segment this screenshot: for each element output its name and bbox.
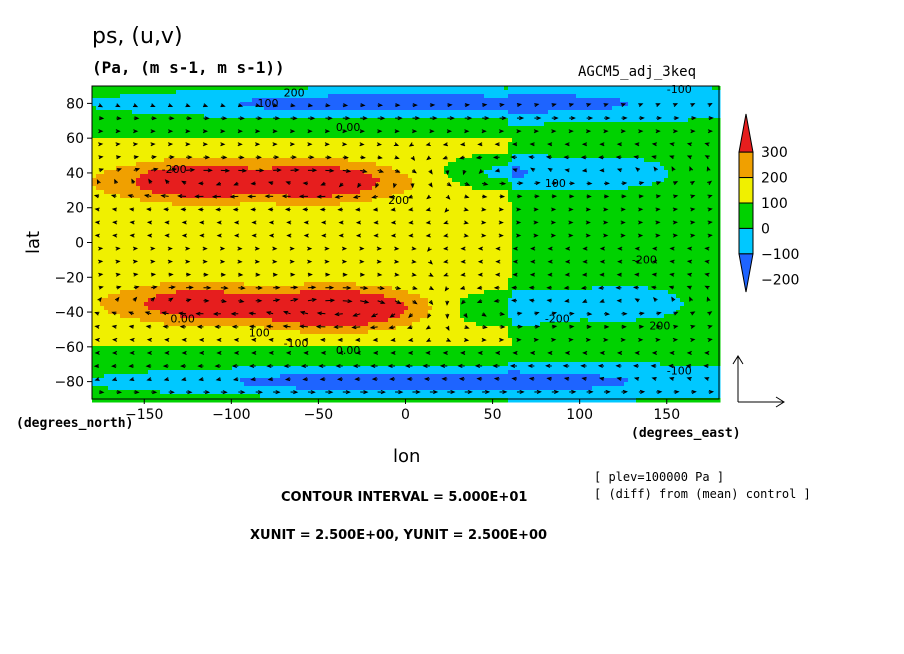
colorbar-label: −100 (761, 247, 799, 263)
x-axis-label: lon (393, 446, 421, 467)
wind-vectors (93, 103, 715, 395)
chart-subtitle: (Pa, (m s-1, m s-1)) (92, 58, 285, 77)
y-units-label: (degrees_north) (16, 416, 134, 431)
contour-label: 200 (388, 194, 409, 207)
colorbar-top-triangle (738, 113, 754, 153)
y-tick-label: 60 (66, 131, 84, 147)
contour-label: 0.00 (336, 121, 361, 134)
reference-vector (732, 355, 785, 408)
colorbar-label: 0 (761, 221, 770, 237)
contour-label: -200 (632, 253, 657, 266)
y-tick-label: −60 (54, 340, 84, 356)
contour-label: 200 (649, 319, 670, 332)
colorbar-label: 300 (761, 145, 788, 161)
colorbar-segment (738, 227, 754, 255)
contour-label: -200 (162, 163, 187, 176)
x-tick-label: 100 (566, 407, 593, 423)
y-tick-label: 40 (66, 166, 84, 182)
y-tick-label: 80 (66, 96, 84, 112)
units-text: XUNIT = 2.500E+00, YUNIT = 2.500E+00 (250, 528, 548, 543)
x-tick-label: −100 (212, 407, 250, 423)
field-layer (92, 86, 721, 403)
x-tick-label: −50 (304, 407, 334, 423)
chart-title: ps, (u,v) (92, 24, 183, 49)
y-tick-label: −80 (54, 375, 84, 391)
x-tick-label: 0 (401, 407, 410, 423)
y-axis-label: lat (23, 230, 45, 255)
contour-label: 200 (284, 86, 305, 99)
colorbar-label: 100 (761, 196, 788, 212)
colorbar-segment (738, 202, 754, 229)
contour-label: 100 (545, 177, 566, 190)
diff-annotation: [ (diff) from (mean) control ] (594, 487, 811, 501)
x-tick-label: 150 (653, 407, 680, 423)
plev-annotation: [ plev=100000 Pa ] (594, 470, 725, 484)
colorbar-label: −200 (761, 272, 799, 288)
contour-labels: 200 100 0.00 -100 -200 200 100 0.00 -100 -200 200 1… (162, 83, 692, 378)
colorbar-segment (738, 177, 754, 204)
contour-label: -100 (667, 83, 692, 96)
contour-label: -100 (284, 337, 309, 350)
contour-label: 100 (249, 326, 270, 339)
x-units-label: (degrees_east) (631, 426, 741, 441)
contour-label: 100 (257, 97, 278, 110)
y-tick-label: −20 (54, 270, 84, 286)
contour-label: 0.00 (170, 312, 195, 325)
contour-label: 0.00 (336, 344, 361, 357)
experiment-label: AGCM5_adj_3keq (578, 64, 697, 80)
y-tick-label: 20 (66, 201, 84, 217)
colorbar-bottom-triangle (738, 253, 754, 293)
y-tick-label: 0 (75, 236, 84, 252)
colorbar-segment (738, 151, 754, 179)
contour-interval-text: CONTOUR INTERVAL = 5.000E+01 (281, 490, 528, 505)
colorbar-label: 200 (761, 171, 788, 187)
contour-label: -100 (667, 365, 692, 378)
contour-label: -200 (545, 312, 570, 325)
x-tick-label: 50 (484, 407, 502, 423)
x-tick-label: −150 (125, 407, 163, 423)
y-tick-label: −40 (54, 305, 84, 321)
